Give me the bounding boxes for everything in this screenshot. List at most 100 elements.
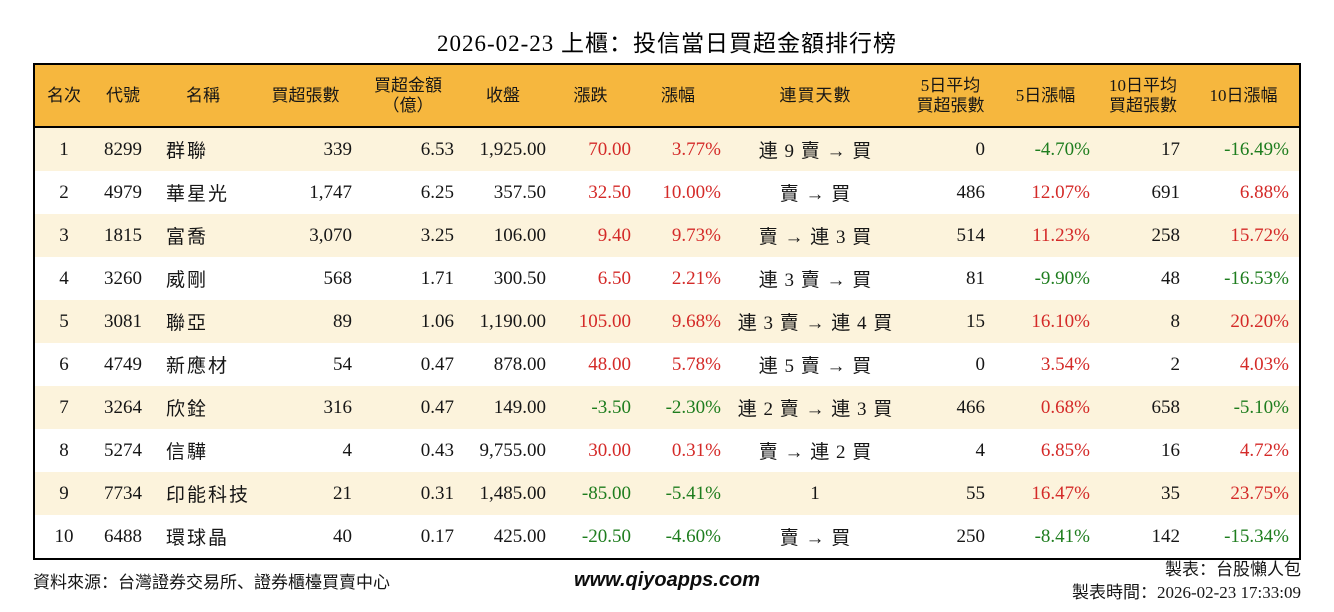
cell-pct5: 16.47%: [1031, 482, 1090, 504]
cell-name: 信驊: [166, 442, 209, 463]
cell-volume: 568: [323, 267, 353, 289]
cell-amount: 0.47: [420, 353, 454, 375]
cell-avg5: 4: [975, 439, 986, 461]
cell-amount: 0.47: [420, 396, 454, 418]
cell-amount: 6.53: [420, 138, 454, 160]
col-header-pct5: 5日漲幅: [1015, 85, 1076, 105]
cell-name: 群聯: [166, 141, 209, 162]
cell-pct10: -16.49%: [1224, 138, 1289, 160]
cell-close: 300.50: [493, 267, 546, 289]
cell-rank: 5: [59, 310, 69, 332]
col-header-close: 收盤: [486, 85, 520, 105]
cell-pct5: 11.23%: [1032, 224, 1090, 246]
cell-streak: 賣 → 連 2 買: [758, 442, 873, 463]
cell-avg5: 486: [956, 181, 986, 203]
cell-change: 6.50: [597, 267, 631, 289]
cell-close: 425.00: [493, 525, 546, 547]
cell-close: 1,190.00: [479, 310, 547, 332]
cell-streak: 賣 → 買: [779, 528, 852, 549]
col-header-pct10: 10日漲幅: [1209, 85, 1278, 105]
cell-streak: 賣 → 買: [779, 184, 852, 205]
cell-pct5: 6.85%: [1040, 439, 1090, 461]
cell-pct10: 6.88%: [1239, 181, 1289, 203]
cell-pct10: 23.75%: [1230, 482, 1289, 504]
cell-change_pct: 0.31%: [671, 439, 721, 461]
cell-avg5: 15: [966, 310, 985, 332]
cell-pct5: 3.54%: [1040, 353, 1090, 375]
cell-pct5: 12.07%: [1031, 181, 1090, 203]
col-header-volume: 買超張數: [271, 85, 340, 105]
cell-name: 環球晶: [166, 528, 230, 549]
cell-code: 1815: [104, 224, 142, 246]
cell-streak: 連 9 賣 → 買: [758, 141, 873, 162]
cell-pct10: 4.72%: [1239, 439, 1289, 461]
cell-amount: 0.17: [420, 525, 454, 547]
cell-name: 欣銓: [166, 399, 209, 420]
cell-change: -3.50: [591, 396, 631, 418]
cell-change: 9.40: [597, 224, 631, 246]
cell-avg5: 0: [975, 138, 986, 160]
cell-pct10: 20.20%: [1230, 310, 1289, 332]
col-header-change: 漲跌: [573, 85, 608, 105]
cell-amount: 1.06: [420, 310, 454, 332]
cell-rank: 3: [59, 224, 69, 246]
cell-close: 1,925.00: [479, 138, 547, 160]
col-header-code: 代號: [106, 85, 140, 105]
cell-volume: 3,070: [309, 224, 352, 246]
cell-close: 9,755.00: [479, 439, 547, 461]
cell-pct10: -15.34%: [1224, 525, 1289, 547]
cell-volume: 54: [333, 353, 352, 375]
cell-change_pct: 2.21%: [671, 267, 721, 289]
cell-rank: 4: [59, 267, 69, 289]
cell-pct5: -4.70%: [1034, 138, 1090, 160]
cell-avg5: 81: [966, 267, 985, 289]
cell-pct5: -9.90%: [1034, 267, 1090, 289]
cell-close: 357.50: [493, 181, 546, 203]
cell-change: 70.00: [588, 138, 631, 160]
table-row: 6 4749 新應材 54 0.47 878.00 48.00 5.78% 連 5 賣 → 買 0…: [35, 343, 1299, 386]
cell-avg10: 48: [1161, 267, 1180, 289]
cell-avg5: 250: [956, 525, 986, 547]
cell-amount: 6.25: [420, 181, 454, 203]
cell-close: 1,485.00: [479, 482, 547, 504]
table-row: 10 6488 環球晶 40 0.17 425.00 -20.50 -4.60% 賣 → 買 25…: [35, 515, 1299, 558]
cell-code: 6488: [104, 525, 142, 547]
col-header-streak: 連買天數: [779, 85, 852, 105]
cell-streak: 連 3 賣 → 買: [758, 270, 873, 291]
col-header-change-pct: 漲幅: [661, 85, 695, 105]
table-row: 8 5274 信驊 4 0.43 9,755.00 30.00 0.31% 賣 → 連 2 買 4…: [35, 429, 1299, 472]
data-source-note: 資料來源：台灣證券交易所、證券櫃檯買賣中心: [33, 573, 390, 592]
cell-avg10: 658: [1151, 396, 1181, 418]
page-title: 2026-02-23 上櫃：投信當日買超金額排行榜: [436, 31, 898, 56]
cell-streak: 1: [810, 482, 821, 504]
cell-pct10: 4.03%: [1239, 353, 1289, 375]
cell-pct10: -5.10%: [1233, 396, 1289, 418]
cell-code: 5274: [104, 439, 142, 461]
cell-code: 3264: [104, 396, 142, 418]
cell-change_pct: -4.60%: [665, 525, 721, 547]
cell-code: 3260: [104, 267, 142, 289]
col-header-avg5: 5日平均 買超張數: [916, 75, 985, 115]
cell-volume: 1,747: [309, 181, 352, 203]
cell-pct5: -8.41%: [1034, 525, 1090, 547]
cell-avg10: 2: [1170, 353, 1181, 375]
cell-avg5: 55: [966, 482, 985, 504]
cell-change_pct: 5.78%: [671, 353, 721, 375]
maker-label: 製表：台股懶人包: [1165, 560, 1301, 579]
cell-code: 8299: [104, 138, 142, 160]
cell-code: 4979: [104, 181, 142, 203]
cell-change_pct: 9.68%: [671, 310, 721, 332]
cell-rank: 6: [59, 353, 69, 375]
cell-avg5: 0: [975, 353, 986, 375]
cell-change_pct: 9.73%: [671, 224, 721, 246]
table-row: 1 8299 群聯 339 6.53 1,925.00 70.00 3.77% 連 9 賣 → …: [35, 128, 1299, 171]
cell-volume: 316: [323, 396, 353, 418]
cell-name: 新應材: [166, 356, 230, 377]
cell-avg10: 17: [1161, 138, 1180, 160]
col-header-rank: 名次: [47, 85, 81, 105]
table-row: 2 4979 華星光 1,747 6.25 357.50 32.50 10.00% 賣 → 買 4…: [35, 171, 1299, 214]
cell-avg5: 466: [956, 396, 986, 418]
cell-rank: 10: [54, 525, 74, 547]
cell-amount: 0.31: [420, 482, 454, 504]
cell-name: 印能科技: [166, 485, 251, 506]
